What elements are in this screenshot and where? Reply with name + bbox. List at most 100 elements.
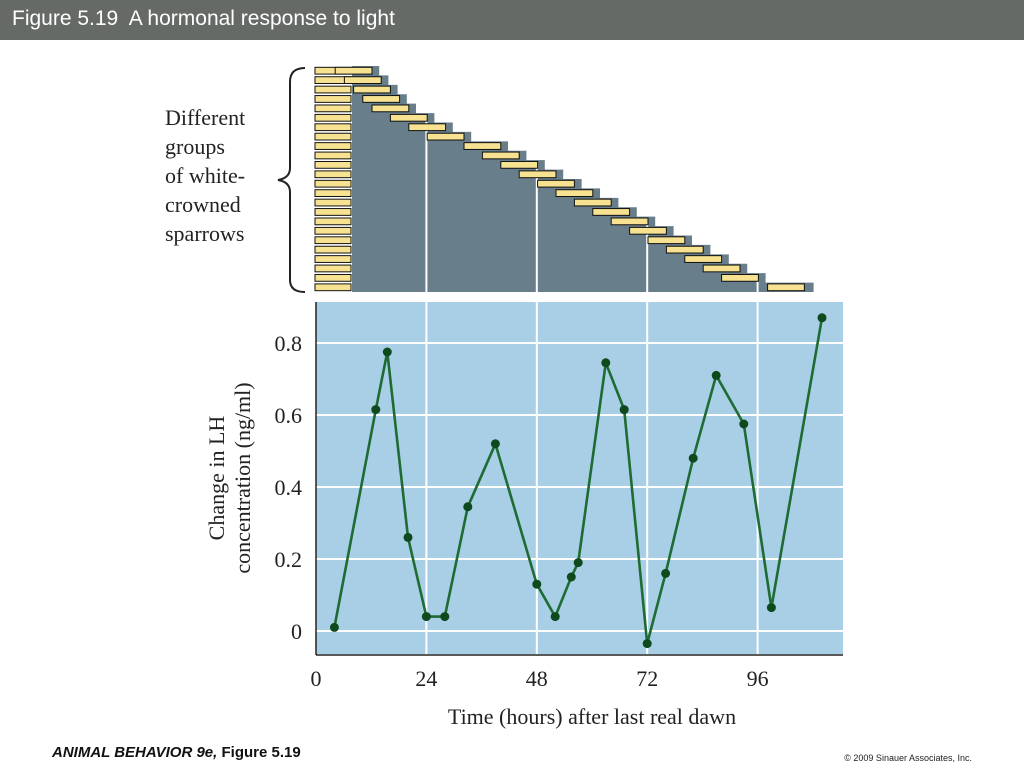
x-tick-label: 96 — [747, 666, 769, 691]
data-point — [382, 347, 392, 357]
dark-period-region — [352, 66, 814, 292]
light-schedule-panel — [314, 66, 814, 292]
light-pulse-bar — [684, 255, 723, 263]
data-point — [601, 358, 611, 368]
light-pulse-bar — [647, 236, 686, 245]
light-pulse-bar — [721, 273, 759, 282]
y-tick-label: 0.8 — [275, 331, 303, 356]
data-point — [371, 405, 381, 415]
data-point — [711, 370, 721, 380]
initial-light-bar — [314, 170, 352, 179]
x-axis-label: Time (hours) after last real dawn — [448, 704, 736, 729]
light-pulse-bar — [389, 113, 428, 122]
light-pulse-bar — [371, 104, 410, 113]
initial-light-bar — [314, 189, 352, 198]
y-axis-label: Change in LH concentration (ng/ml) — [204, 382, 255, 573]
data-point — [766, 603, 776, 613]
light-pulse-bar — [592, 208, 631, 216]
initial-light-bar — [314, 104, 352, 113]
x-tick-label: 24 — [415, 666, 437, 691]
initial-light-bar — [314, 217, 352, 226]
light-pulse-bar — [767, 283, 805, 292]
group-label-line: groups — [165, 134, 225, 159]
initial-light-bar — [314, 226, 352, 235]
data-point — [573, 558, 583, 568]
slide-title: Figure 5.19 A hormonal response to light — [12, 7, 395, 30]
light-pulse-bar — [555, 189, 594, 198]
light-pulse-bar — [481, 151, 520, 160]
group-label-line: crowned — [165, 192, 241, 217]
data-point — [739, 419, 749, 429]
light-pulse-bar — [408, 123, 447, 132]
y-tick-labels: 0 0.2 0.4 0.6 0.8 — [275, 331, 303, 644]
footer-citation: ANIMAL BEHAVIOR 9e, Figure 5.19 — [52, 744, 301, 761]
y-tick-label: 0.6 — [275, 403, 303, 428]
light-pulse-bar — [463, 142, 502, 150]
light-pulse-bar — [518, 170, 557, 179]
copyright: © 2009 Sinauer Associates, Inc. — [844, 753, 972, 763]
light-pulse-bar — [343, 76, 382, 85]
y-tick-label: 0 — [291, 619, 302, 644]
light-pulse-bar — [702, 264, 741, 273]
group-label: Different groups of white- crowned sparr… — [165, 105, 245, 246]
group-label-line: Different — [165, 105, 245, 130]
data-point — [642, 639, 652, 649]
lh-series-markers — [329, 313, 827, 649]
light-pulse-bar — [334, 66, 373, 75]
light-pulse-bar — [573, 198, 612, 207]
initial-light-bar — [314, 236, 352, 245]
data-point — [566, 572, 576, 582]
initial-light-bar — [314, 264, 352, 273]
initial-light-bar — [314, 160, 352, 169]
data-point — [532, 579, 542, 589]
x-tick-label: 0 — [311, 666, 322, 691]
initial-light-bar — [314, 113, 352, 122]
initial-light-bar — [314, 95, 352, 103]
initial-light-bar — [314, 198, 352, 207]
initial-light-bar — [314, 283, 352, 292]
data-point — [463, 502, 473, 512]
group-brace — [277, 67, 306, 293]
data-point — [550, 612, 560, 622]
light-pulse-bar — [629, 226, 667, 235]
initial-light-bar — [314, 132, 352, 141]
light-pulse-bar — [665, 245, 704, 254]
group-label-line: of white- — [165, 163, 245, 188]
y-axis-label-line2: concentration (ng/ml) — [230, 382, 255, 573]
initial-light-bar — [314, 208, 352, 216]
light-pulse-bar — [426, 132, 465, 141]
data-point — [329, 622, 339, 632]
initial-light-bar — [314, 85, 352, 94]
data-point — [688, 453, 698, 463]
light-pulse-bar — [610, 217, 649, 226]
initial-light-bar — [314, 273, 352, 282]
light-pulse-bar — [500, 160, 539, 169]
data-point — [421, 612, 431, 622]
initial-light-bar — [314, 179, 352, 188]
title-bar: Figure 5.19 A hormonal response to light — [0, 0, 1024, 40]
y-axis-label-line1: Change in LH — [204, 416, 229, 541]
y-tick-label: 0.2 — [275, 547, 303, 572]
footer-figure: Figure 5.19 — [221, 744, 301, 761]
y-tick-label: 0.4 — [275, 475, 303, 500]
x-tick-label: 48 — [526, 666, 548, 691]
initial-light-bar — [314, 151, 352, 160]
data-point — [817, 313, 827, 323]
footer-book: ANIMAL BEHAVIOR 9e, — [52, 744, 218, 761]
data-point — [490, 439, 500, 449]
initial-light-bar — [314, 123, 352, 132]
x-tick-labels: 0 24 48 72 96 — [311, 666, 769, 691]
data-point — [403, 532, 413, 542]
light-pulse-bar — [537, 179, 575, 188]
plot-area — [316, 302, 843, 654]
data-point — [440, 612, 450, 622]
x-tick-label: 72 — [636, 666, 658, 691]
initial-light-bar — [314, 142, 352, 150]
data-point — [619, 405, 629, 415]
light-pulse-bar — [353, 85, 391, 94]
light-pulse-bar — [362, 95, 401, 103]
group-label-line: sparrows — [165, 221, 244, 246]
initial-light-bar — [314, 255, 352, 263]
initial-light-bar — [314, 245, 352, 254]
